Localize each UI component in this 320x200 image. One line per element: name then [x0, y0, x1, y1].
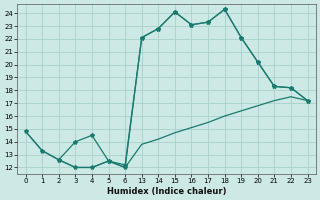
- X-axis label: Humidex (Indice chaleur): Humidex (Indice chaleur): [107, 187, 226, 196]
